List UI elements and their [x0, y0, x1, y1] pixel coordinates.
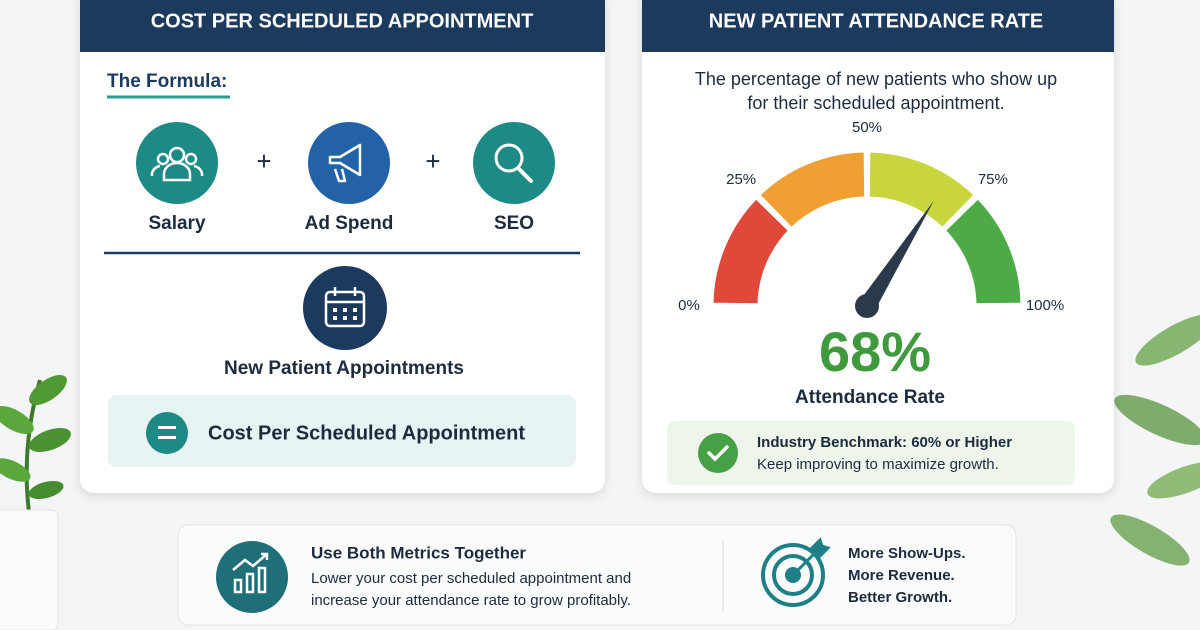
benchmark-title: Industry Benchmark: 60% or Higher — [757, 434, 1012, 451]
gauge-segment — [866, 149, 978, 231]
denominator: New Patient Appointments — [224, 358, 464, 379]
gauge-tick-label: 75% — [978, 171, 1008, 188]
result: Cost Per Scheduled Appointment — [208, 422, 525, 444]
right-card: NEW PATIENT ATTENDANCE RATE The percenta… — [642, 0, 1114, 493]
outcome: More Revenue. — [848, 567, 955, 584]
gauge-needle — [859, 200, 934, 311]
benchmark-note: Keep improving to maximize growth. — [757, 456, 999, 473]
footer: Use Both Metrics Together Lower your cos… — [177, 524, 1017, 626]
gauge-tick-label: 0% — [678, 297, 700, 314]
gauge-caption: Attendance Rate — [795, 387, 945, 408]
card-title: NEW PATIENT ATTENDANCE RATE — [709, 10, 1043, 32]
svg-text:+: + — [256, 146, 271, 176]
gauge-tick-label: 50% — [852, 119, 882, 136]
gauge-tick-label: 25% — [726, 171, 756, 188]
formula-label: The Formula: — [107, 71, 227, 92]
description: The percentage of new patients who show … — [695, 69, 1057, 89]
gauge-segment — [756, 149, 868, 231]
footer-text: increase your attendance rate to grow pr… — [311, 592, 631, 609]
card-title: COST PER SCHEDULED APPOINTMENT — [151, 10, 534, 32]
gauge-segment — [710, 195, 792, 307]
term: SEO — [494, 213, 534, 234]
left-card: COST PER SCHEDULED APPOINTMENT The Formu… — [80, 0, 605, 493]
gauge-segment — [942, 195, 1024, 307]
term: Ad Spend — [305, 213, 394, 234]
footer-text: Lower your cost per scheduled appointmen… — [311, 570, 631, 587]
gauge-hub — [855, 294, 879, 318]
plant-right — [1110, 314, 1200, 566]
term: Salary — [148, 213, 205, 234]
plant-left — [0, 374, 71, 630]
gauge-tick-label: 100% — [1026, 297, 1064, 314]
svg-text:+: + — [425, 146, 440, 176]
description: for their scheduled appointment. — [747, 93, 1004, 113]
gauge-value: 68% — [819, 320, 931, 383]
footer-title: Use Both Metrics Together — [311, 543, 526, 562]
outcome: More Show-Ups. — [848, 545, 966, 562]
outcome: Better Growth. — [848, 589, 952, 606]
